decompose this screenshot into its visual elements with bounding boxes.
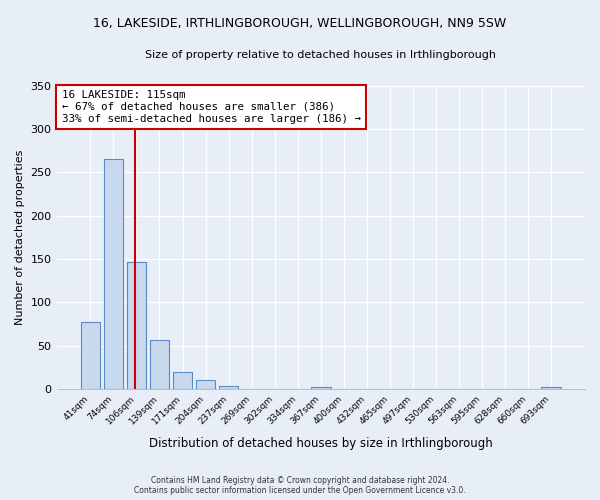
Bar xyxy=(173,372,193,389)
Y-axis label: Number of detached properties: Number of detached properties xyxy=(15,150,25,325)
X-axis label: Distribution of detached houses by size in Irthlingborough: Distribution of detached houses by size … xyxy=(149,437,493,450)
Text: 16 LAKESIDE: 115sqm
← 67% of detached houses are smaller (386)
33% of semi-detac: 16 LAKESIDE: 115sqm ← 67% of detached ho… xyxy=(62,90,361,124)
Bar xyxy=(196,380,215,389)
Bar xyxy=(104,160,123,389)
Bar xyxy=(541,387,561,389)
Bar xyxy=(219,386,238,389)
Text: Contains HM Land Registry data © Crown copyright and database right 2024.
Contai: Contains HM Land Registry data © Crown c… xyxy=(134,476,466,495)
Bar xyxy=(149,340,169,389)
Bar xyxy=(80,322,100,389)
Bar xyxy=(127,262,146,389)
Title: Size of property relative to detached houses in Irthlingborough: Size of property relative to detached ho… xyxy=(145,50,496,60)
Bar xyxy=(311,387,331,389)
Text: 16, LAKESIDE, IRTHLINGBOROUGH, WELLINGBOROUGH, NN9 5SW: 16, LAKESIDE, IRTHLINGBOROUGH, WELLINGBO… xyxy=(94,18,506,30)
